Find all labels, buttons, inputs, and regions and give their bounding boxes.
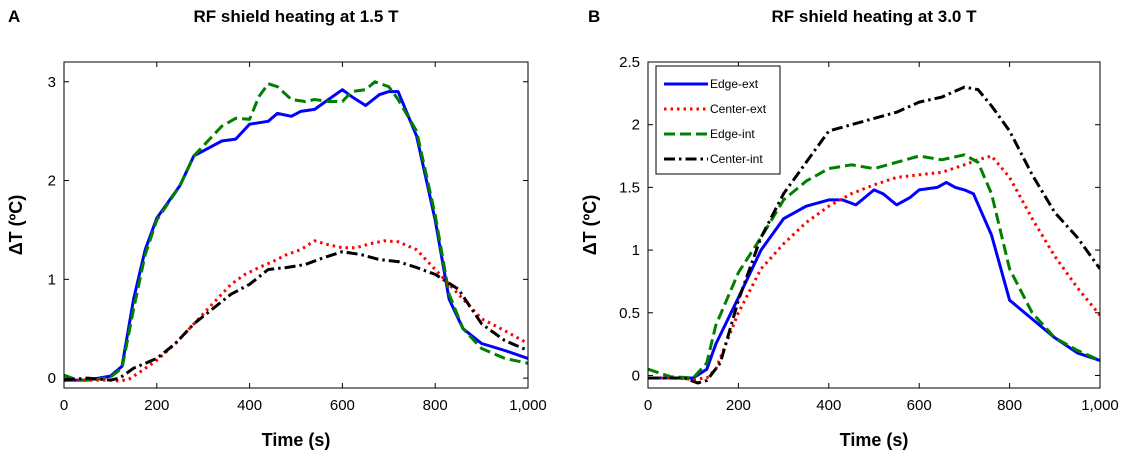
x-tick-label: 200 (144, 397, 169, 414)
axes-box (647, 61, 1101, 389)
legend-label: Edge-ext (710, 77, 759, 91)
y-tick-label: 3 (48, 74, 56, 91)
x-tick-label: 1,000 (1081, 397, 1119, 414)
y-tick-label: 0 (48, 370, 56, 387)
legend: Edge-ext Center-ext Edge-int Center-int (655, 65, 781, 175)
legend-label: Edge-int (710, 127, 755, 141)
x-tick-label: 1,000 (509, 397, 547, 414)
legend-label: Center-int (710, 152, 763, 166)
y-tick-label: 0.5 (619, 305, 640, 322)
axes-box (63, 61, 529, 389)
y-tick-label: 0 (632, 367, 640, 384)
x-tick-label: 0 (60, 397, 68, 414)
y-axis-label: ΔT (ºC) (6, 195, 26, 256)
y-tick-label: 2.5 (619, 54, 640, 71)
x-tick-label: 200 (726, 397, 751, 414)
x-axis-label: Time (s) (840, 430, 909, 450)
series-line-dotted-2 (64, 239, 528, 383)
chart-panel-b: B RF shield heating at 3.0 T 0 200 400 600 800… (580, 7, 1119, 450)
series-line-dashed-1 (64, 80, 528, 382)
x-tick-label: 600 (330, 397, 355, 414)
panel-letter: A (8, 7, 20, 26)
x-tick-label: 400 (816, 397, 841, 414)
series-line-edge-int (648, 153, 1100, 380)
x-axis-label: Time (s) (262, 430, 331, 450)
x-tick-label: 0 (644, 397, 652, 414)
chart-panel-a: A RF shield heating at 1.5 T 0 200 400 600 800… (6, 7, 547, 450)
x-tick-label: 600 (907, 397, 932, 414)
chart-title: RF shield heating at 1.5 T (194, 7, 400, 26)
y-tick-label: 2 (48, 173, 56, 190)
x-tick-label: 800 (423, 397, 448, 414)
chart-title: RF shield heating at 3.0 T (772, 7, 978, 26)
y-tick-label: 1 (48, 271, 56, 288)
x-tick-label: 400 (237, 397, 262, 414)
series-line-edge-ext (648, 180, 1100, 380)
panel-letter: B (588, 7, 600, 26)
legend-label: Center-ext (710, 102, 767, 116)
series-line-dashdot-3 (64, 250, 528, 382)
series-line-center-int (648, 85, 1100, 385)
y-axis-label: ΔT (ºC) (580, 195, 600, 256)
series-line-solid-0 (64, 88, 528, 382)
x-tick-label: 800 (997, 397, 1022, 414)
y-tick-label: 1 (632, 242, 640, 259)
y-tick-label: 2 (632, 117, 640, 134)
y-tick-label: 1.5 (619, 179, 640, 196)
